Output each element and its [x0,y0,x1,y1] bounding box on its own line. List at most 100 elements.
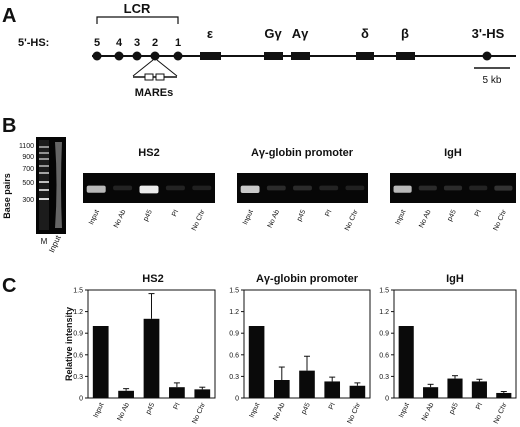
panel-a-letter: A [2,5,16,27]
mare-zoom-line [132,59,154,77]
hs-site-dot [173,51,183,61]
lane-label: No Chr [191,208,207,232]
bar [324,381,341,398]
hs-labels: 5 4 3 2 1 [94,37,181,49]
y-tick-label: 0.6 [73,352,83,359]
gene-boxes [200,52,415,60]
bar [194,389,211,398]
bar [92,326,109,398]
category-label: Input [93,402,106,419]
gene-label: Gγ [264,26,282,41]
y-tick-label: 0 [385,396,389,403]
marker-ladder [39,146,49,200]
bar [398,326,414,398]
lane-label: No Ab [113,209,127,229]
y-tick-label: 0 [79,396,83,403]
gel-band [165,185,185,191]
mare-zoom-line [156,59,178,77]
hs-site-dot [132,51,142,61]
bar [496,392,512,398]
mares-label: MAREs [135,87,174,99]
gel-panel: Aγ-globin promoter Input No Ab p45 PI No Chr [237,147,368,232]
gene-box [291,52,310,60]
y-tick-label: 1.5 [379,288,389,295]
hs-label: 3 [134,37,140,49]
gel-band [192,185,212,191]
base-pairs-label: Base pairs [2,173,12,219]
bar [143,318,160,398]
category-label: No Chr [493,401,509,425]
marker-size: 500 [22,180,34,187]
marker-size: 1100 [19,143,34,150]
lane-label: No Chr [344,208,360,232]
lane-label: No Ab [418,209,432,229]
lane-label: p45 [296,209,307,223]
gene-label: β [401,26,409,41]
gel-band [469,185,488,191]
hs-label: 4 [116,37,123,49]
bar [299,370,315,398]
gel-band [443,185,463,191]
category-label: No Chr [191,401,207,425]
gel-band [113,185,133,191]
y-tick-label: 0.9 [379,331,389,338]
lcr-label: LCR [124,1,151,16]
lane-label: No Chr [492,208,508,232]
mare-box [144,73,154,81]
chart-title: Aγ-globin promoter [256,273,359,285]
gene-labels: ε Gγ Aγ δ β [207,26,409,41]
y-tick-label: 0.6 [379,352,389,359]
gel-band [293,185,312,191]
bar [118,390,134,398]
category-label: Input [398,402,411,419]
lane-label: p45 [143,209,154,223]
bar-chart: HS2 0 0.3 0.6 0.9 1.2 1.5 Input No Ab p45 PI No Chr [73,273,216,425]
category-label: No Chr [346,401,362,425]
y-tick-label: 0.9 [73,331,83,338]
mare-box [155,73,165,81]
bar [447,378,463,398]
gene-label: δ [361,26,369,41]
lane-label: Input [242,209,255,226]
gel-band [266,185,286,191]
hs-sites [92,51,492,61]
hs-prefix: 5'-HS: [18,37,49,49]
y-tick-label: 0.3 [379,374,389,381]
y-tick-label: 1.5 [229,288,239,295]
gene-box [200,52,221,60]
scale-label: 5 kb [483,75,502,86]
gel-title: IgH [444,147,462,159]
gel-band [494,185,513,191]
category-label: PI [173,402,182,411]
y-tick-label: 0.3 [229,374,239,381]
marker-size-labels: 1100 900 700 500 300 [19,143,34,204]
category-label: p45 [449,402,460,416]
y-tick-label: 0.3 [73,374,83,381]
y-tick-label: 1.2 [73,309,83,316]
category-label: PI [475,402,484,411]
lane-label: p45 [447,209,458,223]
input-smear [55,142,62,228]
category-label: No Ab [421,402,435,422]
gene-label: ε [207,26,213,41]
lane-label: PI [474,209,483,218]
y-tick-label: 1.2 [229,309,239,316]
hs-label: 5 [94,37,100,49]
lane-label: Input [394,209,407,226]
gel-band [319,185,339,191]
panel-c-letter: C [2,275,16,297]
y-tick-label: 0.9 [229,331,239,338]
y-tick-label: 1.5 [73,288,83,295]
category-label: No Ab [272,402,286,422]
lane-label: Input [88,209,101,226]
gene-box [356,52,374,60]
y-axis-label: Relative intensity [64,307,74,381]
y-tick-label: 0.6 [229,352,239,359]
gene-box [264,52,283,60]
bar-charts: HS2 0 0.3 0.6 0.9 1.2 1.5 Input No Ab p45 PI No Chr… [73,273,517,425]
hs-site-dot [482,51,492,61]
gene-box [396,52,415,60]
bar [423,387,439,398]
